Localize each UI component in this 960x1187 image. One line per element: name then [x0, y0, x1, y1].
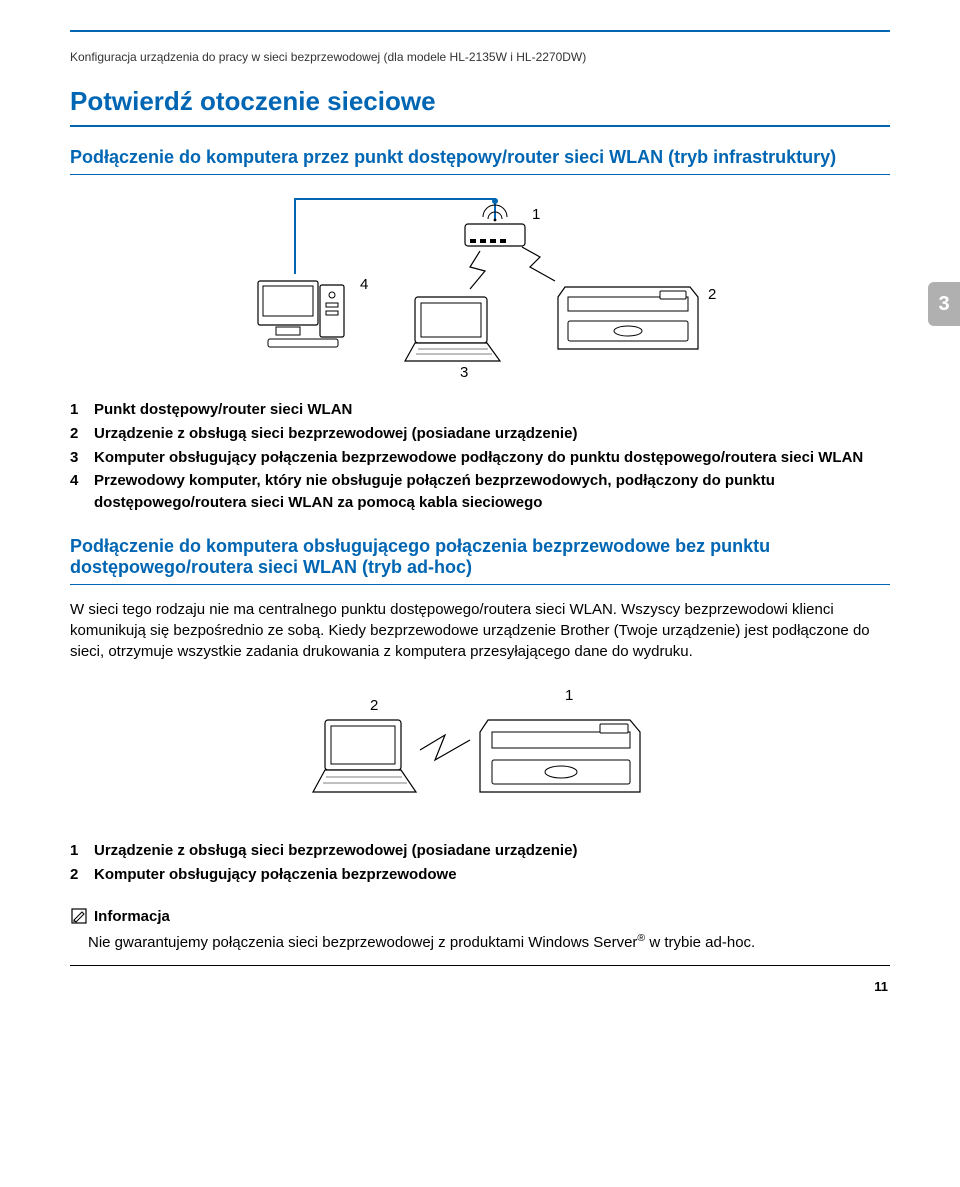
legend-num: 2: [70, 423, 84, 445]
diagram1-label-1: 1: [532, 206, 540, 223]
legend-row: 3 Komputer obsługujący połączenia bezprz…: [70, 447, 890, 469]
page-content: Konfiguracja urządzenia do pracy w sieci…: [0, 32, 960, 1006]
note-head-label: Informacja: [94, 908, 170, 925]
note-body-post: w trybie ad-hoc.: [645, 934, 755, 951]
diagram1-label-2: 2: [708, 286, 716, 303]
legend-num: 3: [70, 447, 84, 469]
legend-row: 1 Punkt dostępowy/router sieci WLAN: [70, 399, 890, 421]
legend-num: 2: [70, 864, 84, 886]
legend-num: 4: [70, 470, 84, 514]
note-block: Informacja Nie gwarantujemy połączenia s…: [70, 907, 890, 966]
running-head: Konfiguracja urządzenia do pracy w sieci…: [70, 50, 890, 64]
legend-text: Komputer obsługujący połączenia bezprzew…: [94, 864, 457, 886]
diagram2-label-2: 2: [370, 697, 378, 714]
section1-heading: Podłączenie do komputera przez punkt dos…: [70, 147, 890, 175]
legend-text: Punkt dostępowy/router sieci WLAN: [94, 399, 352, 421]
note-icon: [70, 907, 88, 925]
legend-text: Komputer obsługujący połączenia bezprzew…: [94, 447, 863, 469]
diagram1-label-3: 3: [460, 364, 468, 379]
desktop-icon: [258, 281, 344, 347]
diagram-adhoc-svg: 2 1: [270, 680, 690, 820]
diagram-infrastructure-svg: 1 4 3: [220, 189, 740, 379]
section1-legend: 1 Punkt dostępowy/router sieci WLAN 2 Ur…: [70, 399, 890, 514]
section2-body: W sieci tego rodzaju nie ma centralnego …: [70, 599, 890, 662]
legend-num: 1: [70, 840, 84, 862]
section2-legend: 1 Urządzenie z obsługą sieci bezprzewodo…: [70, 840, 890, 886]
laptop-icon: [313, 720, 416, 792]
printer-icon: [480, 720, 640, 792]
printer-icon: [558, 287, 698, 349]
section2-heading: Podłączenie do komputera obsługującego p…: [70, 536, 890, 585]
diagram-adhoc: 2 1: [70, 680, 890, 820]
laptop-icon: [405, 297, 500, 361]
legend-num: 1: [70, 399, 84, 421]
diagram2-label-1: 1: [565, 687, 573, 704]
legend-row: 2 Komputer obsługujący połączenia bezprz…: [70, 864, 890, 886]
note-heading: Informacja: [70, 907, 890, 925]
page-title: Potwierdź otoczenie sieciowe: [70, 86, 890, 127]
legend-text: Urządzenie z obsługą sieci bezprzewodowe…: [94, 423, 577, 445]
legend-text: Urządzenie z obsługą sieci bezprzewodowe…: [94, 840, 577, 862]
legend-row: 4 Przewodowy komputer, który nie obsługu…: [70, 470, 890, 514]
legend-text: Przewodowy komputer, który nie obsługuje…: [94, 470, 890, 514]
legend-row: 2 Urządzenie z obsługą sieci bezprzewodo…: [70, 423, 890, 445]
diagram1-label-4: 4: [360, 276, 368, 293]
note-body-pre: Nie gwarantujemy połączenia sieci bezprz…: [88, 934, 637, 951]
diagram-infrastructure: 1 4 3: [70, 189, 890, 379]
note-body-sup: ®: [637, 932, 645, 944]
page-number: 11: [874, 979, 888, 994]
note-body: Nie gwarantujemy połączenia sieci bezprz…: [70, 931, 890, 966]
legend-row: 1 Urządzenie z obsługą sieci bezprzewodo…: [70, 840, 890, 862]
